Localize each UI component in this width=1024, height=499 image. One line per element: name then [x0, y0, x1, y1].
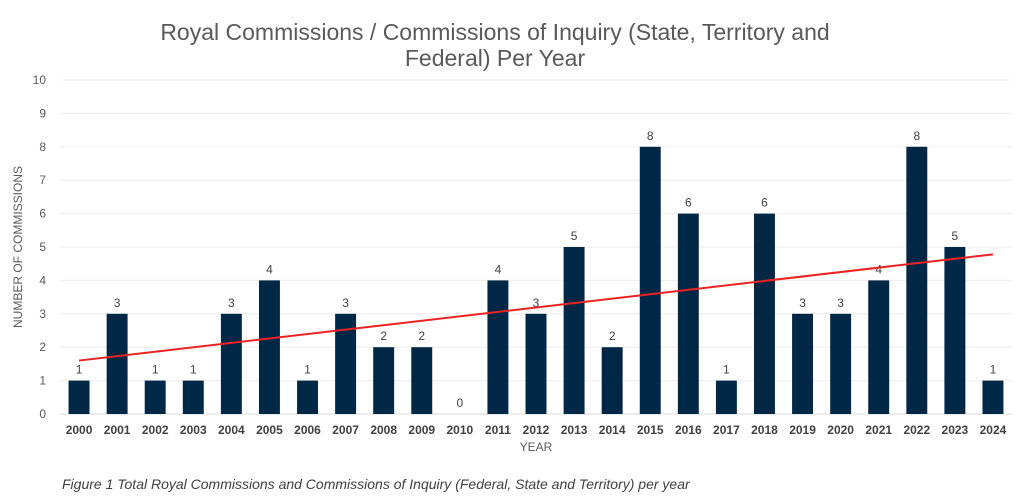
bar-chart: 0 1 2 3 4 5 6 7 8 9 10 1 3 1 1 3 4 1 3 2 2 0 4 3 5 2 8 6 1 6 3 3 4 8 5 1 2… [11, 73, 1012, 454]
bar [944, 247, 966, 414]
bar [715, 380, 737, 414]
data-label: 4 [266, 262, 273, 276]
y-axis-ticks: 0 1 2 3 4 5 6 7 8 9 10 [33, 73, 47, 421]
data-label: 5 [952, 229, 959, 243]
bar [830, 313, 852, 414]
x-tick-label: 2020 [827, 423, 854, 437]
y-tick-label: 3 [39, 307, 46, 321]
bar [220, 313, 242, 414]
x-tick-label: 2021 [865, 423, 892, 437]
figure-caption: Figure 1 Total Royal Commissions and Com… [62, 476, 690, 492]
data-label: 1 [190, 363, 197, 377]
y-tick-label: 7 [39, 173, 46, 187]
bar [601, 347, 623, 414]
y-tick-label: 5 [39, 240, 46, 254]
x-axis-ticks: 2000 2001 2002 2003 2004 2005 2006 2007 2008 2009… [66, 423, 1007, 437]
x-axis-title: YEAR [520, 440, 553, 454]
x-tick-label: 2016 [675, 423, 702, 437]
x-tick-label: 2005 [256, 423, 283, 437]
bar [868, 280, 890, 414]
bar [906, 146, 928, 415]
data-label: 1 [990, 363, 997, 377]
y-axis-title: NUMBER OF COMMISSIONS [11, 166, 25, 328]
x-tick-label: 2012 [523, 423, 550, 437]
x-tick-label: 2017 [713, 423, 740, 437]
data-label: 3 [342, 296, 349, 310]
data-label: 5 [571, 229, 578, 243]
data-label: 2 [380, 329, 387, 343]
data-label: 3 [114, 296, 121, 310]
x-tick-label: 2023 [942, 423, 969, 437]
bars [68, 146, 1004, 415]
data-label: 4 [495, 262, 502, 276]
x-tick-label: 2002 [142, 423, 169, 437]
bar [411, 347, 433, 414]
data-label: 8 [647, 129, 654, 143]
data-label: 1 [304, 363, 311, 377]
x-tick-label: 2011 [485, 423, 511, 437]
data-labels: 1 3 1 1 3 4 1 3 2 2 0 4 3 5 2 8 6 1 6 3 3 4 8 5 1 [76, 129, 997, 410]
data-label: 0 [456, 396, 463, 410]
chart-title-line-1: Royal Commissions / Commissions of Inqui… [160, 19, 830, 45]
bar [754, 213, 775, 414]
chart-title-line-2: Federal) Per Year [404, 45, 586, 71]
y-tick-label: 10 [33, 73, 47, 87]
x-tick-label: 2007 [332, 423, 359, 437]
data-label: 6 [685, 196, 692, 210]
data-label: 2 [418, 329, 425, 343]
data-label: 3 [533, 296, 540, 310]
bar [144, 380, 166, 414]
x-tick-label: 2000 [66, 423, 93, 437]
y-tick-label: 1 [39, 374, 46, 388]
y-tick-label: 9 [39, 106, 46, 120]
y-tick-label: 4 [39, 273, 46, 287]
x-tick-label: 2006 [294, 423, 321, 437]
bar [106, 313, 128, 414]
data-label: 1 [723, 363, 730, 377]
data-label: 6 [761, 196, 768, 210]
x-tick-label: 2014 [599, 423, 626, 437]
data-label: 3 [228, 296, 235, 310]
x-tick-label: 2003 [180, 423, 207, 437]
y-tick-label: 0 [39, 407, 46, 421]
bar [982, 380, 1004, 414]
data-label: 4 [875, 262, 882, 276]
x-tick-label: 2022 [903, 423, 930, 437]
data-label: 8 [913, 129, 920, 143]
bar [792, 313, 814, 414]
bar [639, 146, 661, 415]
x-tick-label: 2004 [218, 423, 245, 437]
bar [258, 280, 280, 414]
bar [373, 347, 395, 414]
x-tick-label: 2009 [408, 423, 435, 437]
x-tick-label: 2018 [751, 423, 778, 437]
bar [297, 380, 318, 414]
x-tick-label: 2010 [446, 423, 473, 437]
data-label: 1 [152, 363, 159, 377]
x-tick-label: 2019 [789, 423, 816, 437]
bar [487, 280, 509, 414]
y-tick-label: 2 [39, 340, 46, 354]
trendline [78, 253, 994, 362]
data-label: 2 [609, 329, 616, 343]
bar [182, 380, 204, 414]
y-tick-label: 6 [39, 207, 46, 221]
bar [677, 213, 699, 414]
x-tick-label: 2001 [104, 423, 131, 437]
data-label: 3 [837, 296, 844, 310]
x-tick-label: 2015 [637, 423, 664, 437]
data-label: 1 [76, 363, 83, 377]
bar [525, 313, 547, 414]
bar [335, 313, 357, 414]
x-tick-label: 2024 [980, 423, 1007, 437]
y-tick-label: 8 [39, 140, 46, 154]
gridlines [60, 79, 1012, 415]
data-label: 3 [799, 296, 806, 310]
x-tick-label: 2008 [370, 423, 397, 437]
bar [68, 380, 90, 414]
x-tick-label: 2013 [561, 423, 588, 437]
bar [563, 247, 585, 414]
